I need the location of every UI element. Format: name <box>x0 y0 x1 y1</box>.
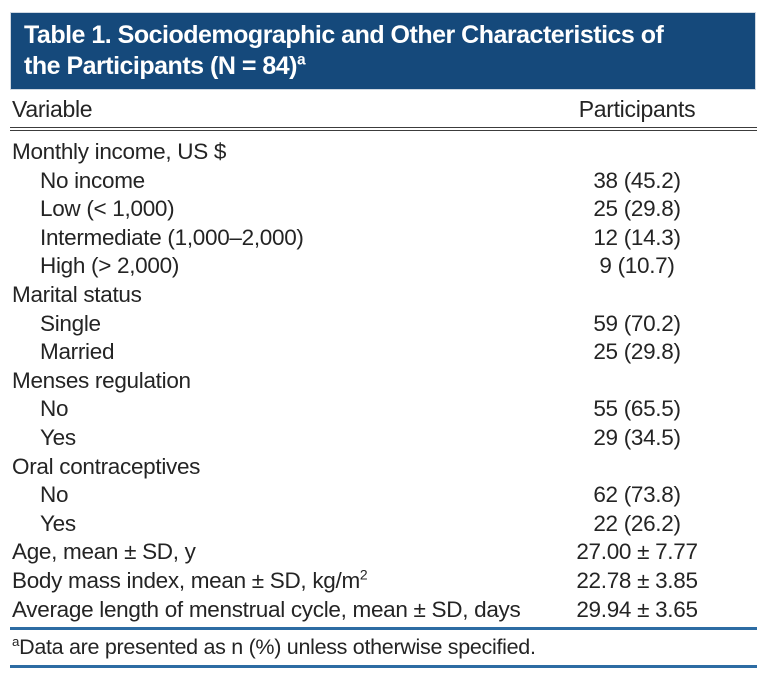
column-header-participants: Participants <box>578 96 696 122</box>
row-label-text: Oral contraceptives <box>12 453 201 479</box>
row-label-text: Low (< 1,000) <box>40 196 175 222</box>
row-label-text: Single <box>40 310 101 336</box>
footnote-rule-bottom <box>10 665 757 669</box>
table-content: Variable Participants Monthly income, US… <box>10 96 757 669</box>
table-row: Single 59 (70.2) <box>10 310 757 339</box>
row-value <box>547 138 727 167</box>
footnote: aData are presented as n (%) unless othe… <box>10 630 757 665</box>
column-header-row: Variable Participants <box>10 96 757 127</box>
row-label: Intermediate (1,000–2,000) <box>10 224 547 253</box>
footnote-superscript: a <box>12 633 20 649</box>
header-rule <box>10 127 757 131</box>
row-label: Oral contraceptives <box>10 453 547 482</box>
row-label-text: No <box>40 482 69 508</box>
table-row: Age, mean ± SD, y 27.00 ± 7.77 <box>10 538 757 567</box>
row-label-text: No income <box>40 167 145 193</box>
row-label-superscript: 2 <box>359 566 368 583</box>
table-row: Marital status <box>10 281 757 310</box>
table-row: No 55 (65.5) <box>10 395 757 424</box>
table-rows: Monthly income, US $ No income 38 (45.2)… <box>10 131 757 627</box>
row-value: 29.94 ± 3.65 <box>576 596 698 622</box>
row-value <box>547 453 727 482</box>
row-value: 62 (73.8) <box>593 482 681 508</box>
row-label: Single <box>10 310 547 339</box>
row-label: Age, mean ± SD, y <box>10 538 547 567</box>
table-row: Intermediate (1,000–2,000) 12 (14.3) <box>10 224 757 253</box>
row-label: Marital status <box>10 281 547 310</box>
table-title-banner: Table 1. Sociodemographic and Other Char… <box>10 12 756 90</box>
row-label-text: Married <box>40 339 115 365</box>
row-label-text: High (> 2,000) <box>40 253 180 279</box>
footnote-rule-top <box>10 627 757 631</box>
table-row: Body mass index, mean ± SD, kg/m2 22.78 … <box>10 567 757 596</box>
table-title-line2-text: the Participants (N = 84) <box>24 52 298 80</box>
row-value: 29 (34.5) <box>593 424 681 450</box>
table-row: Average length of menstrual cycle, mean … <box>10 596 757 625</box>
row-label: Married <box>10 338 547 367</box>
row-label-text: Marital status <box>12 281 142 307</box>
row-label: Body mass index, mean ± SD, kg/m2 <box>10 567 547 596</box>
row-value: 25 (29.8) <box>593 339 681 365</box>
table-row: Monthly income, US $ <box>10 138 757 167</box>
row-label-text: Average length of menstrual cycle, mean … <box>12 596 521 622</box>
row-label: Average length of menstrual cycle, mean … <box>10 596 547 625</box>
row-value: 22 (26.2) <box>593 510 681 536</box>
row-value: 55 (65.5) <box>593 396 681 422</box>
row-value: 59 (70.2) <box>593 310 681 336</box>
row-label-text: Body mass index, mean ± SD, kg/m <box>12 567 360 593</box>
footnote-text: Data are presented as n (%) unless other… <box>19 635 536 660</box>
table-row: Oral contraceptives <box>10 453 757 482</box>
table-row: Low (< 1,000) 25 (29.8) <box>10 195 757 224</box>
column-header-variable: Variable <box>12 96 93 122</box>
row-value: 25 (29.8) <box>593 196 681 222</box>
row-label-text: Age, mean ± SD, y <box>12 539 196 565</box>
row-label: Low (< 1,000) <box>10 195 547 224</box>
table-row: Yes 22 (26.2) <box>10 510 757 539</box>
row-label: Yes <box>10 510 547 539</box>
row-value <box>547 367 727 396</box>
row-value: 27.00 ± 7.77 <box>576 539 698 565</box>
table-row: Menses regulation <box>10 367 757 396</box>
table-row: Yes 29 (34.5) <box>10 424 757 453</box>
row-label: No <box>10 395 547 424</box>
row-value: 12 (14.3) <box>593 224 681 250</box>
row-label-text: Menses regulation <box>12 367 191 393</box>
table-row: No 62 (73.8) <box>10 481 757 510</box>
row-label: Monthly income, US $ <box>10 138 547 167</box>
row-label-text: Yes <box>40 424 76 450</box>
row-label: High (> 2,000) <box>10 252 547 281</box>
row-label: No income <box>10 167 547 196</box>
row-value <box>547 281 727 310</box>
row-value: 38 (45.2) <box>593 167 681 193</box>
row-label: No <box>10 481 547 510</box>
row-value: 22.78 ± 3.85 <box>576 567 698 593</box>
table-row: Married 25 (29.8) <box>10 338 757 367</box>
row-value: 9 (10.7) <box>599 253 675 279</box>
row-label: Yes <box>10 424 547 453</box>
table-row: No income 38 (45.2) <box>10 167 757 196</box>
row-label-text: Yes <box>40 510 76 536</box>
row-label-text: Intermediate (1,000–2,000) <box>40 224 304 250</box>
row-label-text: Monthly income, US $ <box>12 139 227 164</box>
title-superscript: a <box>297 51 306 69</box>
table-title-line1: Table 1. Sociodemographic and Other Char… <box>24 21 664 49</box>
row-label-text: No <box>40 396 69 422</box>
table-row: High (> 2,000) 9 (10.7) <box>10 252 757 281</box>
table-title-line2: the Participants (N = 84)a <box>24 51 742 82</box>
row-label: Menses regulation <box>10 367 547 396</box>
